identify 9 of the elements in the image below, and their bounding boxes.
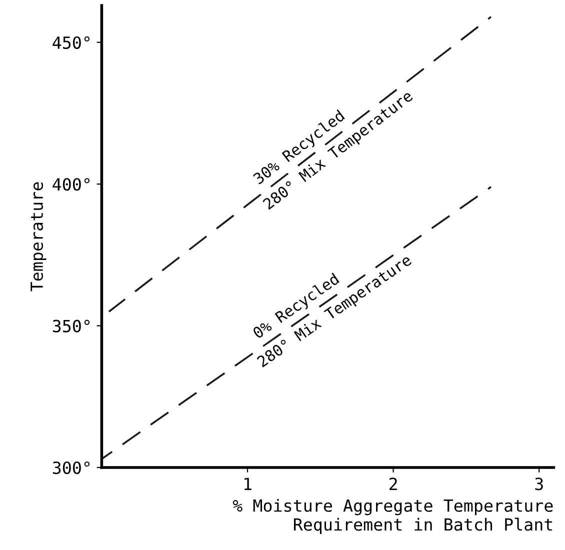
y-tick-label: 400° <box>52 178 90 191</box>
y-tick-label: 350° <box>52 320 90 332</box>
x-tick-label: 1 <box>244 478 252 490</box>
y-axis-title: Temperature <box>30 182 46 292</box>
y-tick-label: 450° <box>52 36 90 49</box>
x-axis-title: % Moisture Aggregate Temperature Requirement in Batch Plant <box>232 498 553 534</box>
x-tick-label: 2 <box>390 478 397 490</box>
y-tick-label: 300° <box>52 462 90 474</box>
x-tick-label: 3 <box>535 478 543 490</box>
